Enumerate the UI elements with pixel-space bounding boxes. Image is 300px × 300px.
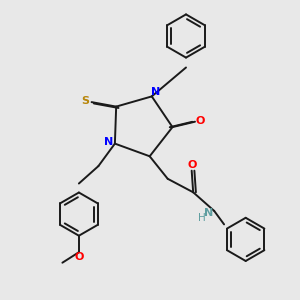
Text: O: O [74,252,84,262]
Text: N: N [204,208,213,218]
Text: N: N [104,137,113,147]
Text: S: S [82,96,90,106]
Text: O: O [196,116,205,126]
Text: H: H [198,213,206,224]
Text: O: O [188,160,197,170]
Text: N: N [151,88,160,98]
